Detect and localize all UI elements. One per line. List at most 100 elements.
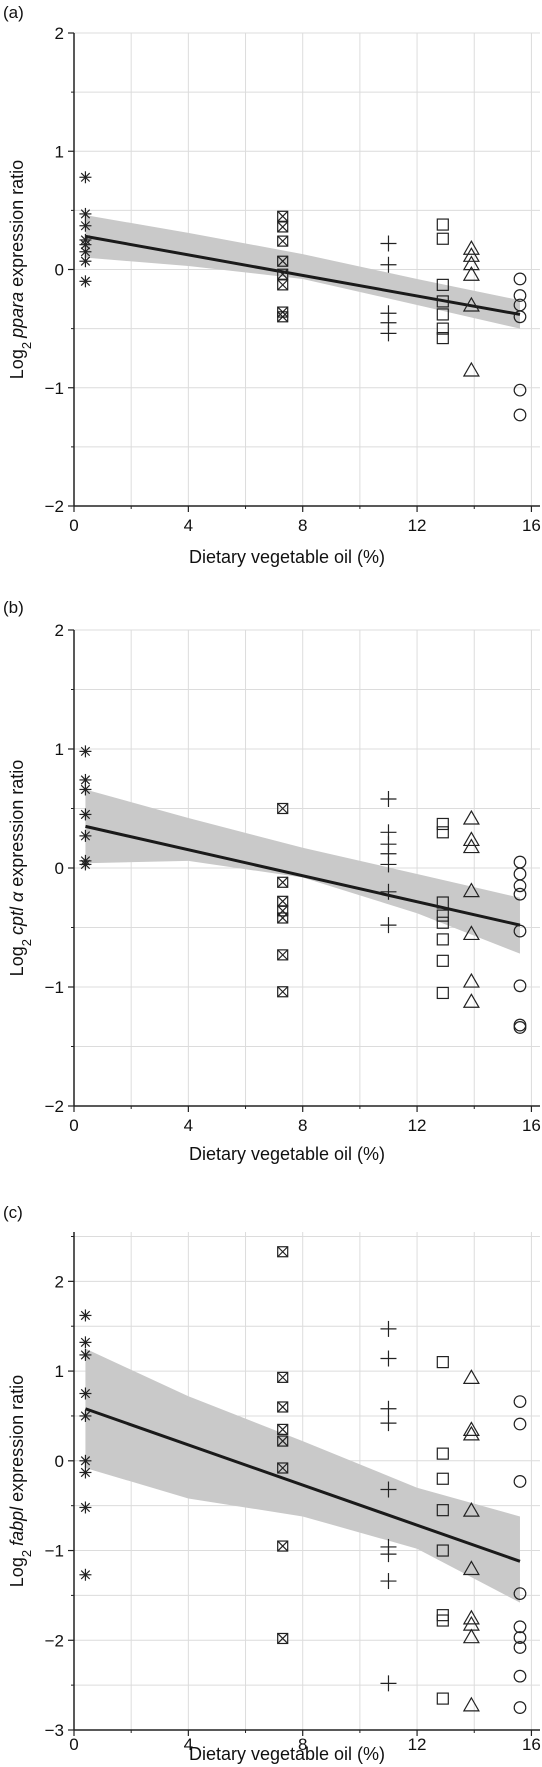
panel-label: (a) <box>3 3 24 22</box>
data-point-triangle <box>462 925 480 941</box>
data-point-boxx <box>277 1540 289 1552</box>
data-point-boxx <box>277 949 289 961</box>
data-point-triangle <box>462 1425 480 1441</box>
data-point-circle <box>513 867 527 881</box>
data-point-circle <box>513 1669 527 1683</box>
x-tick-label: 4 <box>184 1116 193 1135</box>
data-point-circle <box>513 1641 527 1654</box>
data-point-plus <box>380 256 397 273</box>
x-tick-label: 16 <box>522 516 541 535</box>
data-point-plus <box>380 1675 397 1692</box>
data-point-square <box>436 896 449 909</box>
data-point-circle <box>513 1021 527 1034</box>
data-point-circle <box>513 383 527 397</box>
x-tick-label: 4 <box>184 516 193 535</box>
data-point-asterisk <box>79 745 92 758</box>
y-tick-label: −2 <box>45 1097 64 1116</box>
data-point-circle <box>513 887 527 901</box>
data-point-square <box>436 954 449 967</box>
series-plus <box>380 790 397 934</box>
data-point-circle <box>513 408 527 422</box>
x-tick-label: 0 <box>69 516 78 535</box>
data-point-square <box>436 1472 449 1485</box>
y-tick-label: 2 <box>55 24 64 43</box>
data-point-plus <box>380 235 397 252</box>
data-point-square <box>436 1356 449 1369</box>
data-point-triangle <box>462 296 480 312</box>
data-point-asterisk <box>79 1387 92 1400</box>
x-tick-label: 12 <box>408 1735 427 1754</box>
data-point-asterisk <box>79 783 92 796</box>
series-triangle <box>462 809 480 1008</box>
y-tick-label: −1 <box>45 978 64 997</box>
data-point-square <box>436 1614 449 1627</box>
regression-line <box>84 1407 521 1563</box>
x-axis-title: Dietary vegetable oil (%) <box>189 1144 385 1164</box>
data-point-plus <box>380 1350 397 1367</box>
series-triangle <box>462 1369 480 1712</box>
series-asterisk <box>79 745 92 871</box>
data-point-circle <box>513 1631 527 1644</box>
y-tick-label: 1 <box>55 142 64 161</box>
data-point-square <box>436 1692 449 1705</box>
data-point-square <box>436 933 449 946</box>
data-point-asterisk <box>79 829 92 842</box>
y-tick-label: 2 <box>55 621 64 640</box>
data-point-plus <box>380 325 397 342</box>
data-point-square <box>436 1447 449 1460</box>
data-point-circle <box>513 1587 527 1601</box>
data-point-triangle <box>462 993 480 1008</box>
data-point-plus <box>380 856 397 873</box>
data-point-circle <box>513 924 527 938</box>
series-boxx <box>277 1246 289 1645</box>
data-point-triangle <box>462 1609 480 1625</box>
data-point-boxx <box>277 802 289 815</box>
x-tick-label: 8 <box>298 1735 307 1754</box>
data-point-square <box>436 295 449 308</box>
data-point-asterisk <box>79 1309 92 1322</box>
series-asterisk <box>79 171 92 288</box>
y-tick-label: 1 <box>55 740 64 759</box>
series-boxx <box>277 802 289 998</box>
data-point-boxx <box>277 986 289 998</box>
x-tick-label: 0 <box>69 1735 78 1754</box>
data-point-triangle <box>462 1560 480 1576</box>
data-point-boxx <box>277 1371 289 1383</box>
data-point-boxx <box>277 912 289 924</box>
data-point-circle <box>513 1018 527 1032</box>
data-point-square <box>436 331 449 345</box>
data-point-asterisk <box>79 1568 92 1581</box>
data-point-square <box>436 278 449 291</box>
series-circle <box>513 1395 527 1714</box>
data-point-asterisk <box>79 1454 92 1467</box>
chart-panel-1: 0 4 8 12 16 2 1 0 −1 −2 (a) Dietary vegetable oil (… <box>3 3 541 567</box>
x-tick-label: 0 <box>69 1116 78 1135</box>
data-point-triangle <box>462 1501 480 1517</box>
data-point-plus <box>380 1573 397 1590</box>
data-point-asterisk <box>79 171 92 184</box>
y-tick-label: 0 <box>55 1452 64 1471</box>
series-square <box>436 817 449 1000</box>
data-point-asterisk <box>79 1466 92 1479</box>
data-point-square <box>436 1544 449 1557</box>
x-tick-label: 8 <box>298 516 307 535</box>
data-point-triangle <box>462 361 480 377</box>
data-point-boxx <box>277 279 289 291</box>
panel-label: (b) <box>3 598 24 617</box>
series-triangle <box>462 240 480 377</box>
y-axis-title: Log2fabpl expression ratio <box>7 1375 34 1587</box>
data-point-square <box>436 986 449 1000</box>
data-point-boxx <box>277 268 289 280</box>
x-tick-label: 4 <box>184 1735 193 1754</box>
y-tick-label: −2 <box>45 1631 64 1650</box>
data-point-circle <box>513 1620 527 1634</box>
data-point-circle <box>513 979 527 993</box>
grid-lines <box>73 629 540 1107</box>
data-point-square <box>436 817 449 831</box>
data-point-square <box>436 322 449 335</box>
data-point-circle <box>513 855 527 869</box>
data-point-boxx <box>277 255 289 267</box>
x-axis-title: Dietary vegetable oil (%) <box>189 1744 385 1764</box>
y-tick-label: 0 <box>55 859 64 878</box>
data-point-triangle <box>462 266 480 281</box>
